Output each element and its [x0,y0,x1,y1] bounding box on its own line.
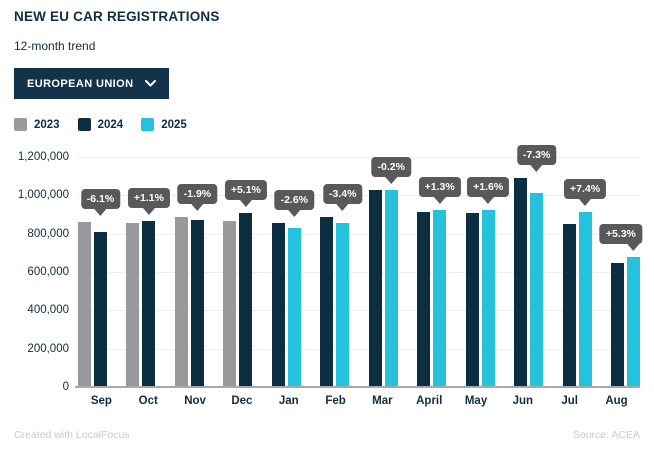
bar-chart: 1,200,000 1,000,000 800,000 600,000 400,000 2… [18,145,642,393]
bar-group-aug: +5.3% [599,223,642,387]
legend-item-2024: 2024 [77,118,124,131]
bar-group-mar: -0.2% [368,156,411,387]
x-tick-sep: Sep [90,395,112,407]
bar-2025-feb[interactable] [336,223,350,387]
bar-2024-sep[interactable] [94,231,107,387]
y-tick-label: 1,000,000 [17,189,69,202]
bar-group-sep: -6.1% [78,189,121,387]
chevron-down-icon [145,78,157,90]
bar-2024-may[interactable] [465,212,479,387]
x-tick-jan: Jan [278,395,299,407]
x-tick-oct: Oct [138,395,158,407]
chart-legend: 2023 2024 2025 [14,118,640,131]
legend-label: 2025 [161,118,187,131]
page-title: NEW EU CAR REGISTRATIONS [14,9,220,24]
region-dropdown[interactable]: EUROPEAN UNION [14,68,170,99]
bar-group-may: +1.6% [465,176,510,387]
bar-group-feb: -3.4% [320,184,363,387]
bar-group-jan: -2.6% [271,190,315,387]
legend-item-2025: 2025 [141,118,187,131]
y-tick-label: 0 [62,381,69,393]
bar-2025-april[interactable] [433,209,447,387]
change-bubble-april: +1.3% [418,176,461,204]
x-axis: Sep Oct Nov Dec Jan Feb Mar April May Jun Jul Aug [78,395,640,407]
bar-group-april: +1.3% [417,176,461,387]
y-tick-label: 800,000 [27,227,69,240]
change-bubble-feb: -3.4% [323,184,363,212]
bar-group-dec: +5.1% [223,179,267,387]
legend-swatch-2025 [141,118,155,131]
bar-2025-jul[interactable] [578,211,592,387]
gridline [78,348,640,350]
plot-area: -6.1% +1.1% -1.9% +5.1% -2.6% -3.4% -0.2% +1.3%… [78,145,642,387]
bar-2023-oct[interactable] [126,223,140,387]
change-bubble-sep: -6.1% [80,189,121,217]
bar-group-jun: -7.3% [514,145,557,387]
x-tick-mar: Mar [372,395,393,407]
gridline [78,157,640,158]
bar-2025-may[interactable] [481,209,495,387]
bar-2024-oct[interactable] [142,221,156,387]
change-bubble-oct: +1.1% [127,188,170,216]
bar-2024-nov[interactable] [190,220,204,387]
bar-2023-dec[interactable] [223,221,237,387]
bar-2024-aug[interactable] [610,263,624,387]
legend-label: 2024 [97,118,124,131]
x-tick-feb: Feb [325,395,346,407]
bar-2024-dec[interactable] [239,212,253,387]
x-axis-line [75,386,640,388]
legend-swatch-2023 [14,118,27,131]
x-tick-jun: Jun [512,395,534,407]
bar-2025-aug[interactable] [626,256,640,387]
change-bubble-may: +1.6% [467,176,510,204]
y-tick-label: 600,000 [27,266,69,278]
x-tick-nov: Nov [184,395,206,407]
change-bubble-mar: -0.2% [371,156,411,184]
x-tick-april: April [416,395,443,407]
bar-group-jul: +7.4% [562,178,607,387]
y-tick-label: 200,000 [27,342,69,355]
legend-swatch-2024 [77,118,91,131]
source-label: Source: ACEA [572,429,640,441]
bar-2023-sep[interactable] [78,222,91,387]
bar-2024-jun[interactable] [514,178,528,387]
footer: Created with LocalFocus Source: ACEA [14,429,640,441]
bar-2024-feb[interactable] [320,217,334,387]
legend-label: 2023 [34,118,60,131]
change-bubble-jan: -2.6% [274,190,315,218]
gridline [78,272,640,273]
gridline [78,233,640,235]
gridline [78,310,640,312]
x-tick-jul: Jul [561,395,578,407]
bar-2024-jan[interactable] [271,223,285,387]
legend-item-2023: 2023 [14,118,60,131]
x-tick-may: May [464,395,488,407]
change-bubble-nov: -1.9% [177,184,218,212]
bar-2025-mar[interactable] [384,190,398,387]
bar-2025-jan[interactable] [287,227,301,387]
y-tick-label: 400,000 [27,304,69,317]
region-dropdown-label: EUROPEAN UNION [27,77,134,90]
change-bubble-aug: +5.3% [599,223,642,251]
change-bubble-jul: +7.4% [563,178,607,206]
bar-group-oct: +1.1% [126,188,170,387]
x-tick-aug: Aug [605,395,628,407]
change-bubble-dec: +5.1% [224,179,267,207]
bar-group-nov: -1.9% [174,184,218,387]
bar-2024-mar[interactable] [368,189,382,387]
bar-2024-april[interactable] [417,211,431,387]
bar-2024-jul[interactable] [562,224,576,387]
chart-subtitle: 12-month trend [14,39,96,53]
change-bubble-jun: -7.3% [516,145,557,173]
bar-2023-nov[interactable] [174,217,188,387]
y-tick-label: 1,200,000 [17,151,69,163]
localfocus-credit[interactable]: Created with LocalFocus [14,429,130,441]
bar-2025-jun[interactable] [530,193,544,387]
x-tick-dec: Dec [231,395,253,407]
